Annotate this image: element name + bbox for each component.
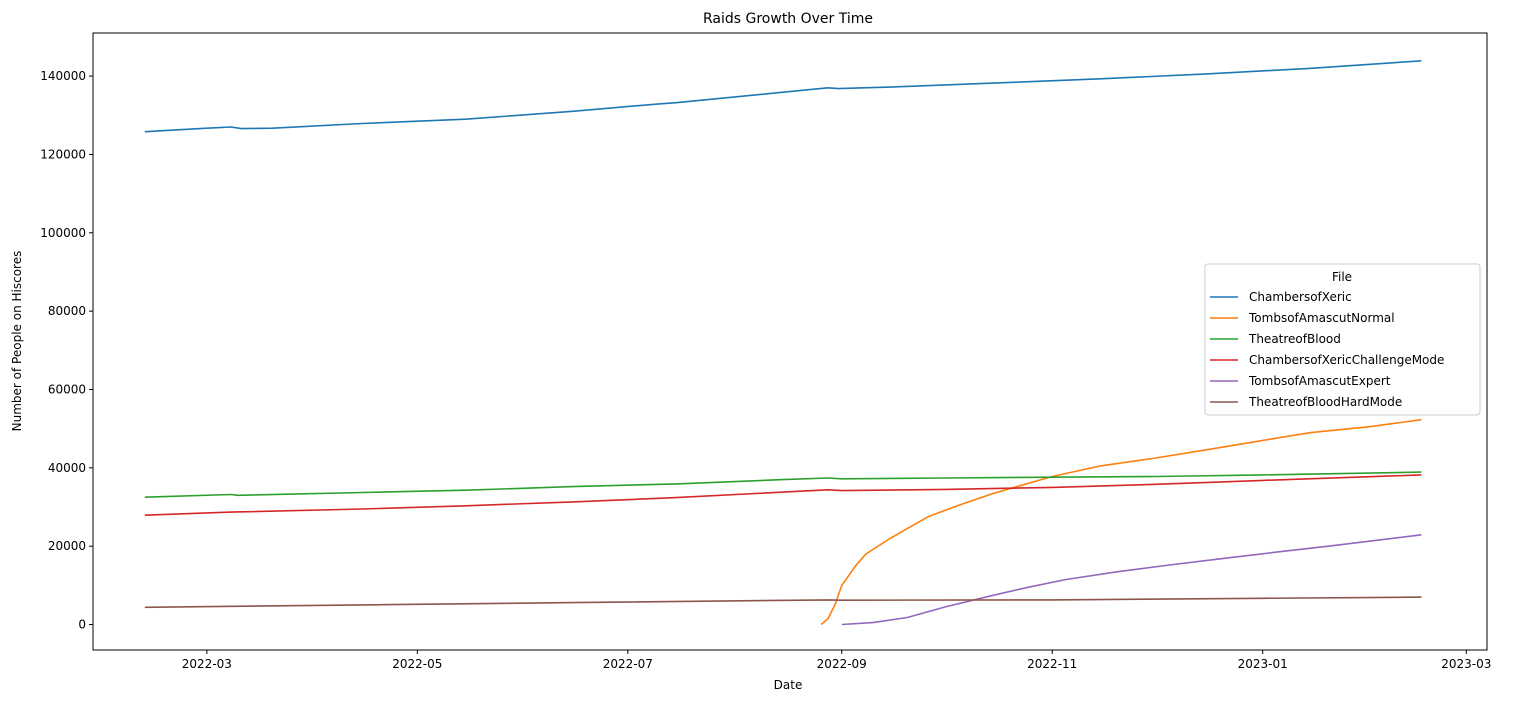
plot-area (92, 32, 1488, 651)
legend-entry-label: TheatreofBloodHardMode (1248, 395, 1402, 409)
y-tick-label: 120000 (40, 147, 86, 161)
x-tick-label: 2022-09 (817, 657, 867, 671)
x-tick-label: 2022-11 (1027, 657, 1077, 671)
x-tick-label: 2023-03 (1441, 657, 1491, 671)
legend-title: File (1332, 270, 1352, 284)
legend-entry-label: ChambersofXericChallengeMode (1249, 353, 1444, 367)
chart-title: Raids Growth Over Time (703, 11, 873, 27)
series-line-chambersofxericchallengemode (144, 474, 1422, 516)
plot-frame (92, 32, 1488, 651)
series-line-chambersofxeric (144, 60, 1422, 133)
y-tick-label: 40000 (48, 461, 86, 475)
series-layer (144, 60, 1422, 626)
series-line-tombsofamascutnormal (820, 418, 1422, 626)
legend-entry-label: TombsofAmascutNormal (1248, 311, 1395, 325)
y-tick-label: 0 (78, 618, 86, 632)
x-tick-label: 2022-07 (603, 657, 653, 671)
y-tick-label: 100000 (40, 226, 86, 240)
y-tick-label: 20000 (48, 539, 86, 553)
y-tick-label: 60000 (48, 382, 86, 396)
y-tick-label: 80000 (48, 304, 86, 318)
legend-entries: ChambersofXeric TombsofAmascutNormal Theat… (1210, 290, 1444, 409)
y-axis-label: Number of People on Hiscores (10, 251, 24, 432)
legend-box (1204, 263, 1481, 416)
x-axis-ticks: 2022-03 2022-05 2022-07 2022-09 2022-11 2023-… (182, 650, 1491, 671)
series-line-theatreofbloodhardmode (144, 596, 1422, 609)
legend-entry-label: TheatreofBlood (1248, 332, 1341, 346)
series-line-theatreofblood (144, 471, 1422, 498)
legend-entry-label: ChambersofXeric (1249, 290, 1352, 304)
x-tick-label: 2022-05 (392, 657, 442, 671)
legend-entry-label: TombsofAmascutExpert (1248, 374, 1391, 388)
series-line-tombsofamascutexpert (841, 534, 1422, 626)
x-tick-label: 2023-01 (1238, 657, 1288, 671)
y-tick-label: 140000 (40, 69, 86, 83)
x-tick-label: 2022-03 (182, 657, 232, 671)
x-axis-label: Date (774, 678, 803, 692)
legend: File ChambersofXeric TombsofAmascutNormal… (1204, 263, 1481, 416)
y-axis-ticks: 0 20000 40000 60000 80000 100000 120000 140000 (40, 69, 93, 632)
